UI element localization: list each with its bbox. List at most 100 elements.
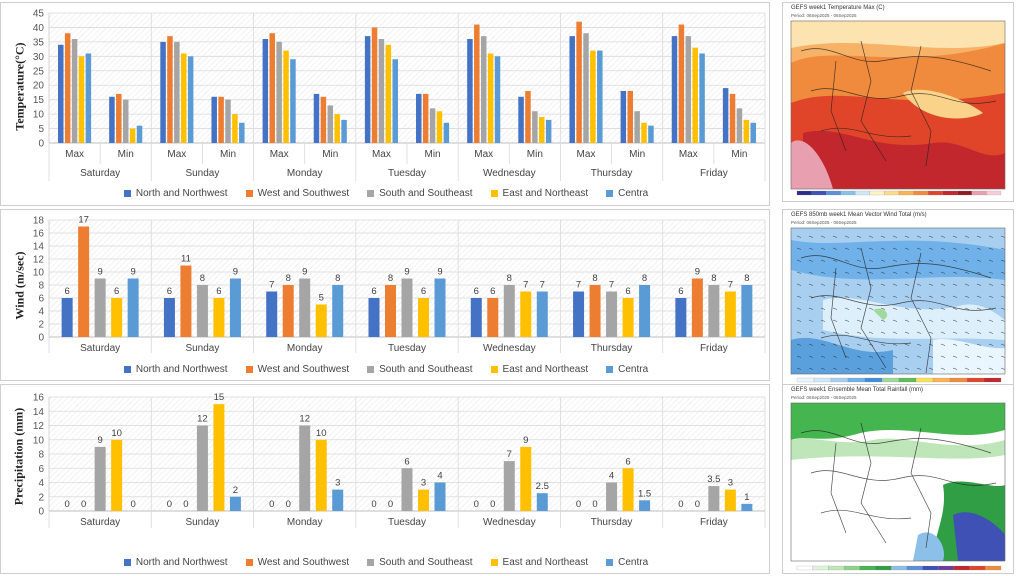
bar [94,446,106,511]
colorbar-cell [869,190,885,196]
bar [525,91,531,143]
wind-vector [844,331,850,334]
wind-vector [952,331,958,334]
wind-patch [873,308,888,320]
data-label: 7 [507,449,512,460]
wind-vector [940,331,946,334]
colorbar-cell [796,377,815,383]
wind-vector [796,235,802,238]
bar [129,128,136,143]
category-label: Wednesday [483,168,536,179]
wind-vector [808,271,814,274]
bar [708,486,720,511]
wind-vector [820,343,826,346]
colorbar-cell [913,190,929,196]
wind-vector [856,271,862,274]
bar [276,41,282,144]
wind-vector [868,259,874,262]
data-label: 6 [371,286,376,297]
category-label: Friday [700,168,728,179]
bar [378,39,385,143]
wind-vector [832,247,838,250]
bar [283,50,289,143]
legend-item-north-northwest: North and Northwest [123,188,228,199]
country-border [810,295,997,311]
wind-vector [1000,331,1006,334]
y-tick-label: 8 [38,450,44,461]
bar [418,298,429,337]
bar [315,304,327,337]
bar [539,117,545,143]
map-frame [790,402,1006,562]
subcategory-label: Min [731,149,747,160]
bar [639,285,651,337]
bar [494,56,501,144]
wind-vector [892,295,898,298]
country-border [820,127,912,138]
country-border [800,255,992,279]
wind-vector [868,235,874,238]
bar [729,93,736,143]
y-tick-label: 12 [33,421,45,432]
bar [622,298,634,337]
temperature-chart-panel: 0 5 10 15 20 25 30 35 40 45 Max Min Saturday Max Min Su… [0,2,770,206]
data-label: 7 [269,280,274,291]
wind-vector [964,295,970,298]
wind-vector [988,283,994,286]
y-tick-label: 45 [33,9,45,20]
wind-vector [820,307,826,310]
wind-vector [880,271,886,274]
wind-vector [808,355,814,358]
wind-vector [928,283,934,286]
wind-vector [856,343,862,346]
wind-vector [928,355,934,358]
legend-item-west-southwest: West and Southwest [245,188,349,199]
bar [422,93,429,143]
y-tick-label: 14 [33,407,45,418]
calm-region [933,338,1005,374]
wind-vector [868,343,874,346]
data-label: 8 [711,273,716,284]
wind-chart: 024681012141618617969Saturday611869Sunda… [33,215,766,354]
category-label: Sunday [185,168,219,179]
wind-vector [976,319,982,322]
data-label: 6 [625,286,630,297]
wind-vector [832,307,838,310]
colorbar-cell [812,565,829,571]
wind-vector [1000,355,1006,358]
bar [671,36,678,143]
colorbar-cell [859,565,876,571]
category-label: Wednesday [483,517,536,528]
wind-vector [964,307,970,310]
data-label: 9 [302,267,307,278]
bar [225,99,231,143]
bar [229,496,241,511]
legend-item-north-northwest: North and Northwest [123,557,228,568]
wind-vector [904,367,910,370]
wind-vector [928,247,934,250]
data-label: 7 [523,280,528,291]
data-label: 4 [609,471,614,482]
colorbar-cell [826,190,841,196]
wind-vector [976,343,982,346]
wind-vector [808,247,814,250]
wind-vector [892,367,898,370]
wind-vector [820,331,826,334]
data-label: 2.5 [536,481,549,492]
colorbar-cell [898,377,917,383]
subcategory-label: Max [679,149,698,160]
wind-vector [988,331,994,334]
wind-vector [1000,259,1006,262]
y-tick-label: 25 [33,66,45,77]
wind-vector [940,307,946,310]
y-tick-label: 10 [33,110,45,121]
colorbar-cell [864,377,883,383]
bar [685,36,692,143]
wind-vector [988,367,994,370]
colorbar-cell [891,565,907,571]
data-label: 9 [130,267,135,278]
wind-vector [820,295,826,298]
bar [627,91,633,143]
y-tick-label: 2 [38,492,44,503]
rainfall-map-title: GEFS week1 Ensemble Mean Total Rainfall … [791,387,923,393]
